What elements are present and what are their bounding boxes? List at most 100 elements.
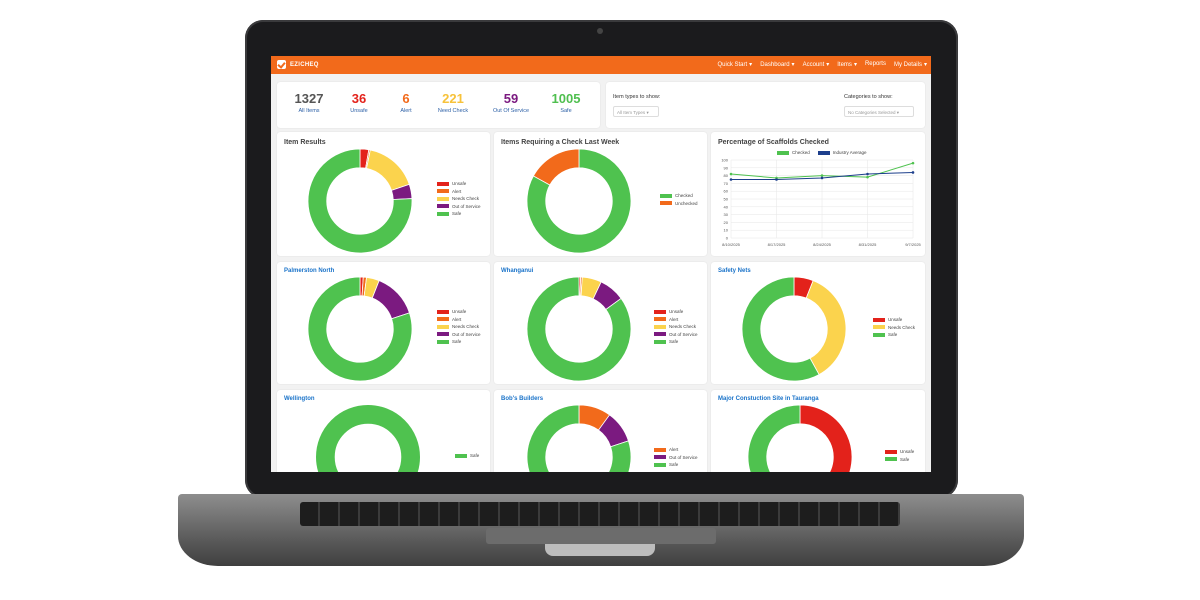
nav-account[interactable]: Account ▾ [803,61,830,68]
item-types-select[interactable]: All Item Types ▾ [613,106,659,117]
legend-item[interactable]: Safe [455,452,479,460]
data-point[interactable] [820,174,824,177]
legend-item[interactable]: Unsafe [873,316,915,324]
stat-unsafe[interactable]: 36 Unsafe [333,91,385,114]
check-last-week-card: Items Requiring a Check Last Week Checked… [494,132,707,256]
slice-safe[interactable] [526,404,632,472]
legend-item[interactable]: Checked [777,150,810,155]
data-point[interactable] [911,171,915,174]
legend-item[interactable]: Unchecked [660,200,698,208]
whanganui-card: Whanganui Unsafe Alert Needs Check Out of Se… [494,262,707,384]
card-title[interactable]: Safety Nets [718,268,751,274]
legend-label: Safe [669,462,679,468]
slice-needs-check[interactable] [805,280,847,376]
slice-safe[interactable] [747,404,840,472]
categories-value: No Categories Selected [848,110,896,115]
card-title[interactable]: Palmerston North [284,268,335,274]
legend-item[interactable]: Needs Check [873,324,915,332]
legend-item[interactable]: Unsafe [654,308,698,316]
slice-out-of-service[interactable] [371,280,410,320]
card-title[interactable]: Bob's Builders [501,396,544,402]
nav-dashboard[interactable]: Dashboard ▾ [760,61,794,68]
slice-safe[interactable] [307,148,413,254]
nav-reports[interactable]: Reports [865,61,886,68]
item-types-value: All Item Types [617,110,646,115]
data-point[interactable] [866,172,869,176]
data-point[interactable] [729,172,733,176]
legend-item[interactable]: Needs Check [654,323,698,331]
legend-swatch [654,455,666,460]
stat-out-of-service[interactable]: 59 Out Of Service [485,91,537,114]
stat-label: Safe [560,108,572,114]
legend-item[interactable]: Checked [660,192,698,200]
categories-select[interactable]: No Categories Selected ▾ [844,106,914,117]
legend-swatch [873,332,885,337]
slice-safe[interactable] [526,276,632,382]
legend-item[interactable]: Unsafe [437,308,481,316]
legend-item[interactable]: Alert [437,188,481,196]
legend-swatch [873,325,885,330]
legend-swatch [437,317,449,322]
legend-item[interactable]: Alert [654,446,698,454]
y-tick-label: 90 [724,165,729,170]
slice-unchecked[interactable] [532,148,580,186]
legend-item[interactable]: Safe [437,210,481,218]
legend-label: Safe [669,339,679,345]
legend-item[interactable]: Safe [873,331,915,339]
legend-item[interactable]: Out of Service [654,331,698,339]
data-point[interactable] [729,178,733,181]
stat-alert[interactable]: 6 Alert [380,91,432,114]
chart-legend: Unsafe Alert Needs Check Out of Service Safe [437,308,481,346]
legend-item[interactable]: Alert [654,316,698,324]
legend-swatch [437,339,449,344]
legend-label: Safe [452,339,462,345]
card-title[interactable]: Whanganui [501,268,534,274]
legend-item[interactable]: Out of Service [437,331,481,339]
legend-label: Safe [452,211,462,217]
legend-item[interactable]: Alert [437,316,481,324]
legend-item[interactable]: Safe [654,338,698,346]
data-point[interactable] [911,161,915,165]
card-title[interactable]: Major Constuction Site in Tauranga [718,396,819,402]
nav-items[interactable]: Items ▾ [837,61,857,68]
legend-label: Unsafe [452,181,467,187]
legend-item[interactable]: Safe [437,338,481,346]
legend-label: Checked [675,193,693,199]
data-point[interactable] [866,175,869,179]
filters-card: Item types to show: All Item Types ▾ Cat… [606,82,925,128]
stat-need-check[interactable]: 221 Need Check [427,91,479,114]
legend-item[interactable]: Needs Check [437,323,481,331]
card-title: Item Results [284,139,326,146]
slice-safe[interactable] [741,276,820,382]
data-point[interactable] [820,176,824,180]
nav-my-details[interactable]: My Details ▾ [894,61,927,68]
keyboard [300,502,900,526]
slice-needs-check[interactable] [366,149,410,191]
stat-safe[interactable]: 1005 Safe [540,91,592,114]
donut-chart [526,276,632,382]
legend-label: Safe [470,453,480,459]
legend-item[interactable]: Unsafe [885,448,914,456]
legend-item[interactable]: Safe [885,456,914,464]
legend-item[interactable]: Safe [654,461,698,469]
card-title[interactable]: Wellington [284,396,315,402]
slice-safe[interactable] [316,405,420,472]
slice-safe[interactable] [307,276,413,382]
scaffolds-card: Percentage of Scaffolds Checked Checked In… [711,132,925,256]
safety-nets-card: Safety Nets Unsafe Needs Check Safe [711,262,925,384]
legend-item[interactable]: Unsafe [437,180,481,188]
legend-item[interactable]: Industry Average [817,150,866,155]
brand[interactable]: EZICHEQ [277,60,319,69]
slice-unsafe[interactable] [799,404,853,472]
legend-label: Out of Service [452,203,481,209]
stat-all-items[interactable]: 1327 All Items [283,91,335,114]
legend-label: Alert [669,316,679,322]
legend-item[interactable]: Needs Check [437,195,481,203]
legend-item[interactable]: Out of Service [437,203,481,211]
y-tick-label: 0 [726,236,729,241]
stat-value: 6 [402,91,410,106]
nav-quick-start[interactable]: Quick Start ▾ [717,61,752,68]
slice-checked[interactable] [526,148,632,254]
legend-item[interactable]: Out of Service [654,454,698,462]
data-point[interactable] [775,178,778,181]
